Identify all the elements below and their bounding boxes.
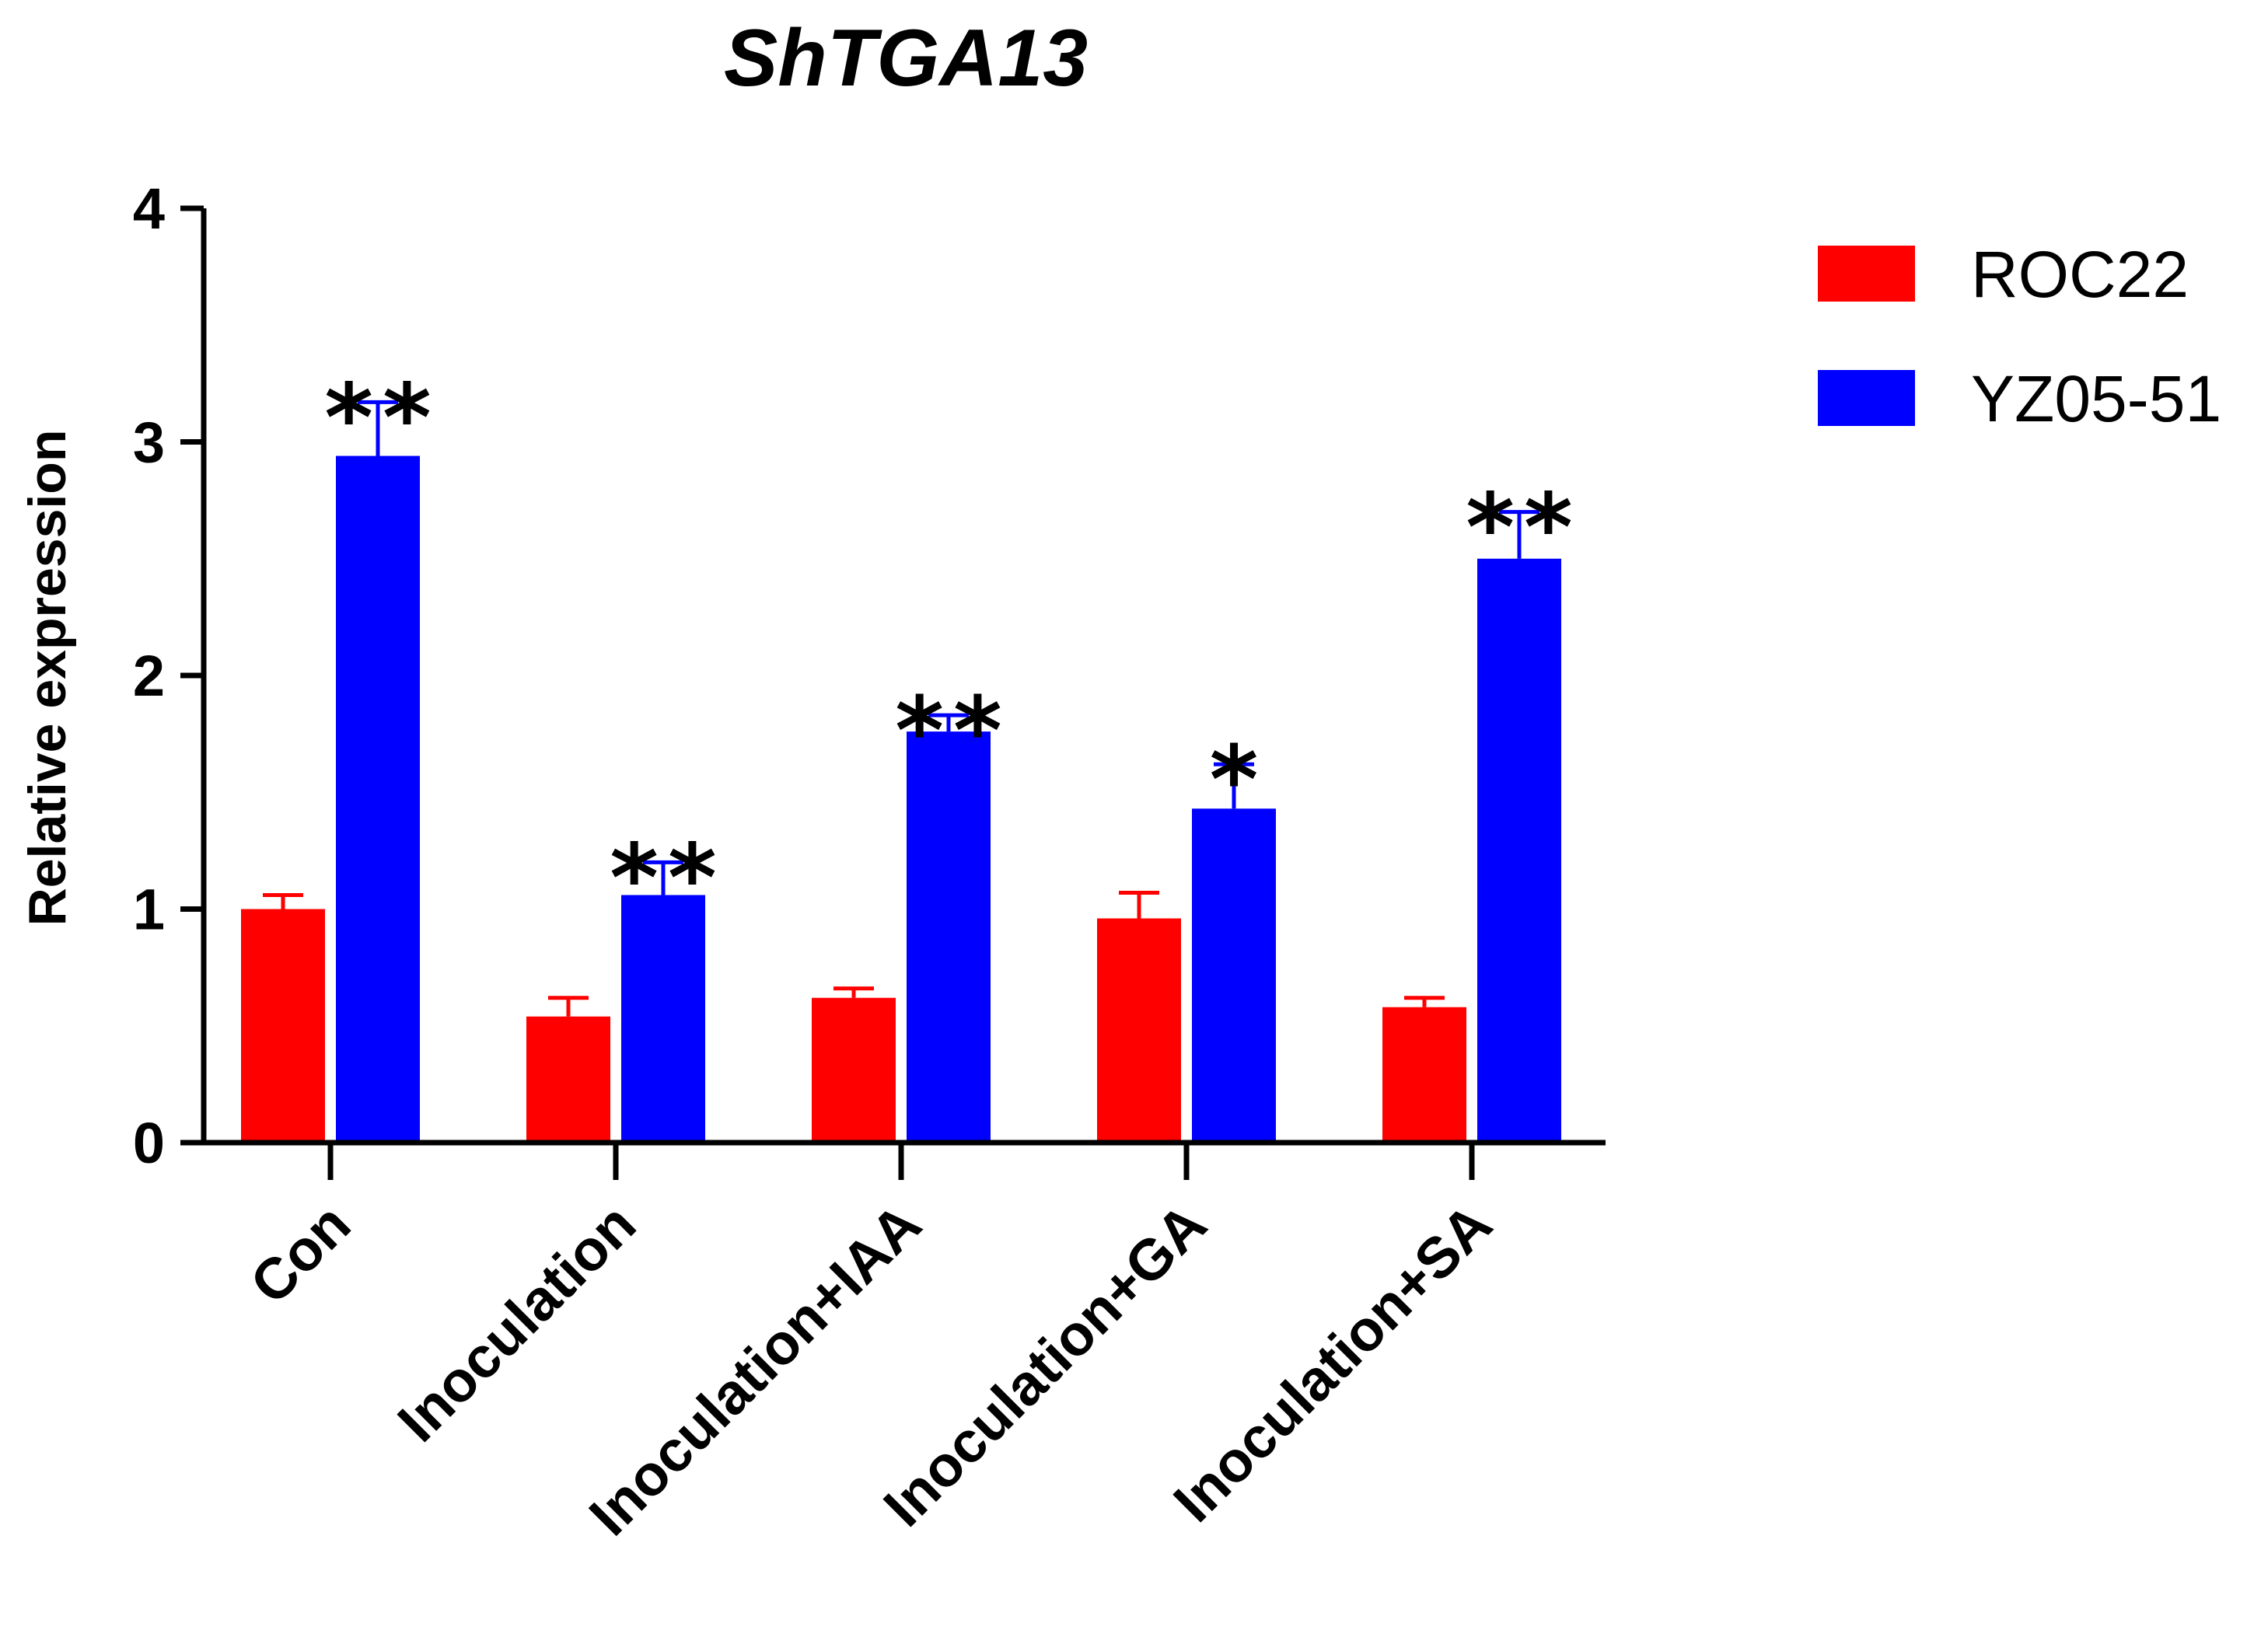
bar-roc22-4	[1382, 1007, 1466, 1143]
bar-yz05-51-3	[1192, 808, 1276, 1143]
bar-yz05-51-1	[621, 895, 705, 1143]
significance-marker-3: *	[1210, 727, 1259, 835]
y-tick-label-2: 2	[133, 644, 165, 708]
x-tick-label-1: Inoculation	[386, 1192, 648, 1454]
y-tick-label-4: 4	[133, 176, 165, 241]
bar-roc22-1	[526, 1016, 610, 1143]
y-tick-label-3: 3	[133, 410, 165, 475]
significance-marker-1: * *	[610, 825, 716, 933]
bar-roc22-0	[241, 909, 325, 1143]
y-tick-label-1: 1	[133, 878, 165, 942]
y-tick-label-0: 0	[133, 1111, 165, 1175]
legend-swatch-roc22	[1818, 246, 1915, 302]
x-tick-label-0: Con	[238, 1192, 362, 1316]
bar-roc22-3	[1097, 918, 1181, 1143]
bar-yz05-51-0	[336, 456, 420, 1143]
bar-yz05-51-2	[907, 731, 991, 1143]
bar-roc22-2	[812, 997, 896, 1143]
significance-marker-2: * *	[895, 678, 1001, 786]
y-axis-label: Relative expression	[18, 430, 77, 927]
legend-label-roc22: ROC22	[1971, 238, 2189, 311]
significance-marker-0: * *	[324, 365, 431, 473]
bar-yz05-51-4	[1477, 558, 1561, 1143]
significance-marker-4: * *	[1466, 475, 1572, 583]
legend: ROC22 YZ05-51	[1818, 238, 2221, 435]
legend-label-yz05-51: YZ05-51	[1971, 362, 2221, 435]
legend-swatch-yz05-51	[1818, 370, 1915, 426]
chart-title: ShTGA13	[724, 13, 1088, 103]
